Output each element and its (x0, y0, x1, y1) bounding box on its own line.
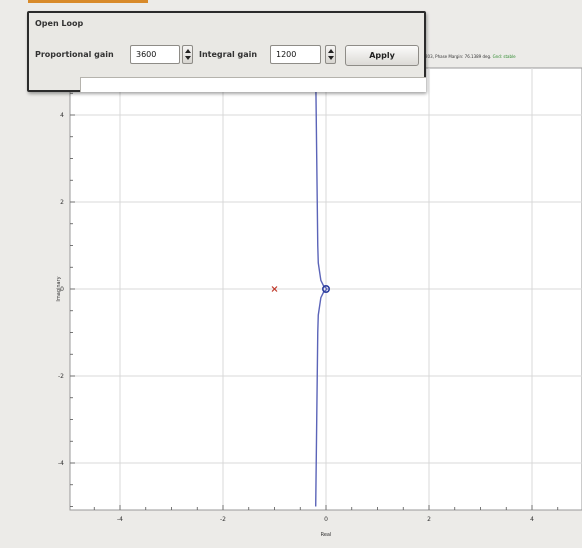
series-layer (315, 71, 329, 507)
grid-layer (70, 68, 582, 510)
open-loop-dialog: Open Loop Proportional gain 3600 Integra… (27, 11, 426, 92)
y-tick-label: -4 (58, 460, 64, 467)
marker-layer (271, 284, 330, 293)
stepper-down-icon[interactable] (185, 56, 191, 60)
proportional-gain-stepper[interactable] (182, 45, 193, 64)
x-tick-label: -4 (117, 516, 123, 523)
tick-layer (70, 71, 559, 510)
proportional-gain-input[interactable]: 3600 (130, 45, 180, 64)
y-tick-label: 0 (60, 286, 64, 293)
x-axis-label: Real (321, 532, 332, 538)
stepper-up-icon[interactable] (185, 49, 191, 53)
apply-button[interactable]: Apply (345, 45, 419, 66)
x-tick-label: 0 (324, 516, 328, 523)
dialog-output-field[interactable] (80, 77, 426, 92)
pole-marker (271, 286, 278, 292)
integral-gain-input[interactable]: 1200 (270, 45, 321, 64)
window-accent-bar (28, 0, 148, 3)
integral-gain-label: Integral gain (199, 50, 258, 59)
x-tick-label: -2 (220, 516, 226, 523)
stability-text: Gnd: stable (492, 54, 516, 59)
y-axis-label: Imaginary (56, 276, 62, 301)
zero-marker (321, 284, 330, 293)
x-tick-label: 2 (427, 516, 431, 523)
tick-label-layer: -4 -2 0 2 4 4 2 0 -2 -4 (58, 112, 534, 523)
dialog-title: Open Loop (35, 19, 84, 28)
x-tick-label: 4 (530, 516, 534, 523)
margin-status: 203, Phase Margin: 76.1389 deg. Gnd: sta… (425, 46, 582, 68)
y-tick-label: -2 (58, 373, 64, 380)
locus-line (315, 71, 329, 507)
y-tick-label: 4 (60, 112, 64, 119)
proportional-gain-label: Proportional gain (35, 50, 114, 59)
margin-text: 203, Phase Margin: 76.1389 deg. (425, 54, 492, 59)
stepper-down-icon[interactable] (328, 56, 334, 60)
y-tick-label: 2 (60, 199, 64, 206)
stepper-up-icon[interactable] (328, 49, 334, 53)
integral-gain-stepper[interactable] (325, 45, 336, 64)
